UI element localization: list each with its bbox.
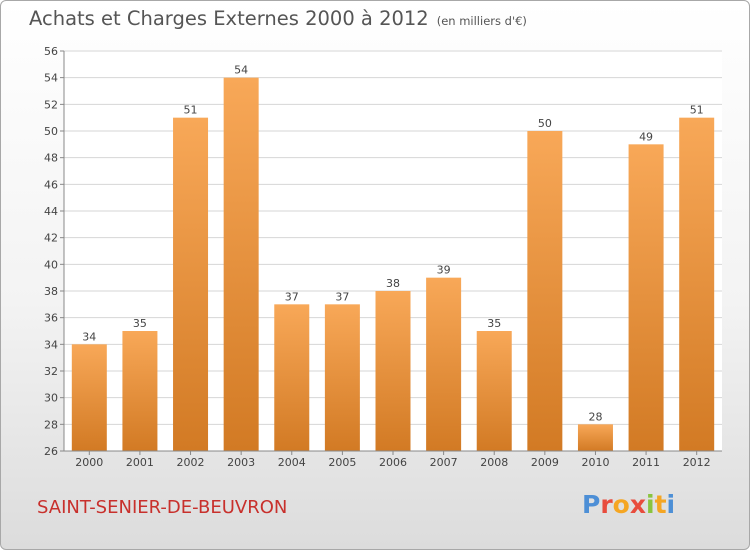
unit-label: (en milliers d'€) <box>436 14 527 28</box>
x-tick-label: 2002 <box>177 456 205 469</box>
data-label: 51 <box>690 104 704 117</box>
bar-2001 <box>122 331 158 451</box>
data-label: 37 <box>335 290 349 303</box>
data-label: 51 <box>184 104 198 117</box>
data-label: 50 <box>538 117 552 130</box>
y-tick-label: 48 <box>44 152 58 165</box>
data-label: 28 <box>588 410 602 423</box>
bar-2009 <box>527 131 563 451</box>
logo-letter: r <box>600 490 613 519</box>
x-tick-label: 2008 <box>480 456 508 469</box>
bar-2011 <box>628 144 664 452</box>
y-tick-label: 26 <box>44 445 58 458</box>
x-tick-label: 2009 <box>531 456 559 469</box>
y-tick-label: 50 <box>44 125 58 138</box>
bar-2002 <box>173 117 209 452</box>
data-label: 38 <box>386 277 400 290</box>
y-tick-label: 44 <box>44 205 58 218</box>
y-tick-label: 56 <box>44 45 58 58</box>
x-tick-label: 2006 <box>379 456 407 469</box>
x-tick-label: 2011 <box>632 456 660 469</box>
y-tick-label: 34 <box>44 338 58 351</box>
data-label: 39 <box>437 264 451 277</box>
data-label: 35 <box>487 317 501 330</box>
y-tick-label: 54 <box>44 72 58 85</box>
x-tick-label: 2007 <box>430 456 458 469</box>
logo-letter: t <box>654 490 667 519</box>
x-tick-label: 2004 <box>278 456 306 469</box>
y-tick-label: 30 <box>44 392 58 405</box>
bar-2006 <box>375 291 411 451</box>
bar-2004 <box>274 304 310 451</box>
bar-2008 <box>476 331 512 451</box>
x-tick-label: 2001 <box>126 456 154 469</box>
y-tick-label: 46 <box>44 178 58 191</box>
x-tick-label: 2005 <box>328 456 356 469</box>
data-label: 37 <box>285 290 299 303</box>
data-label: 34 <box>82 330 96 343</box>
y-tick-label: 28 <box>44 418 58 431</box>
data-label: 54 <box>234 64 248 77</box>
data-label: 35 <box>133 317 147 330</box>
y-tick-label: 52 <box>44 98 58 111</box>
town-name: SAINT-SENIER-DE-BEUVRON <box>37 497 288 518</box>
y-tick-label: 38 <box>44 285 58 298</box>
y-tick-label: 42 <box>44 232 58 245</box>
bar-2007 <box>426 277 462 451</box>
logo-letter: i <box>666 490 676 519</box>
bar-2005 <box>324 304 360 451</box>
x-tick-label: 2000 <box>75 456 103 469</box>
bar-2010 <box>577 424 613 451</box>
x-tick-label: 2003 <box>227 456 255 469</box>
proxiti-logo: Proxiti <box>582 490 675 519</box>
bar-2012 <box>679 117 715 452</box>
bar-2003 <box>223 77 259 452</box>
y-tick-label: 32 <box>44 365 58 378</box>
chart-title: Achats et Charges Externes 2000 à 2012 (e… <box>29 7 527 30</box>
y-tick-label: 40 <box>44 258 58 271</box>
title-text: Achats et Charges Externes 2000 à 2012 <box>29 7 429 30</box>
x-tick-label: 2010 <box>581 456 609 469</box>
data-label: 49 <box>639 130 653 143</box>
logo-letter: P <box>582 490 601 519</box>
logo-letter: i <box>646 490 655 519</box>
logo-letter: x <box>629 490 646 519</box>
y-tick-label: 36 <box>44 312 58 325</box>
x-tick-label: 2012 <box>683 456 711 469</box>
bar-2000 <box>71 344 107 451</box>
logo-letter: o <box>612 490 630 519</box>
